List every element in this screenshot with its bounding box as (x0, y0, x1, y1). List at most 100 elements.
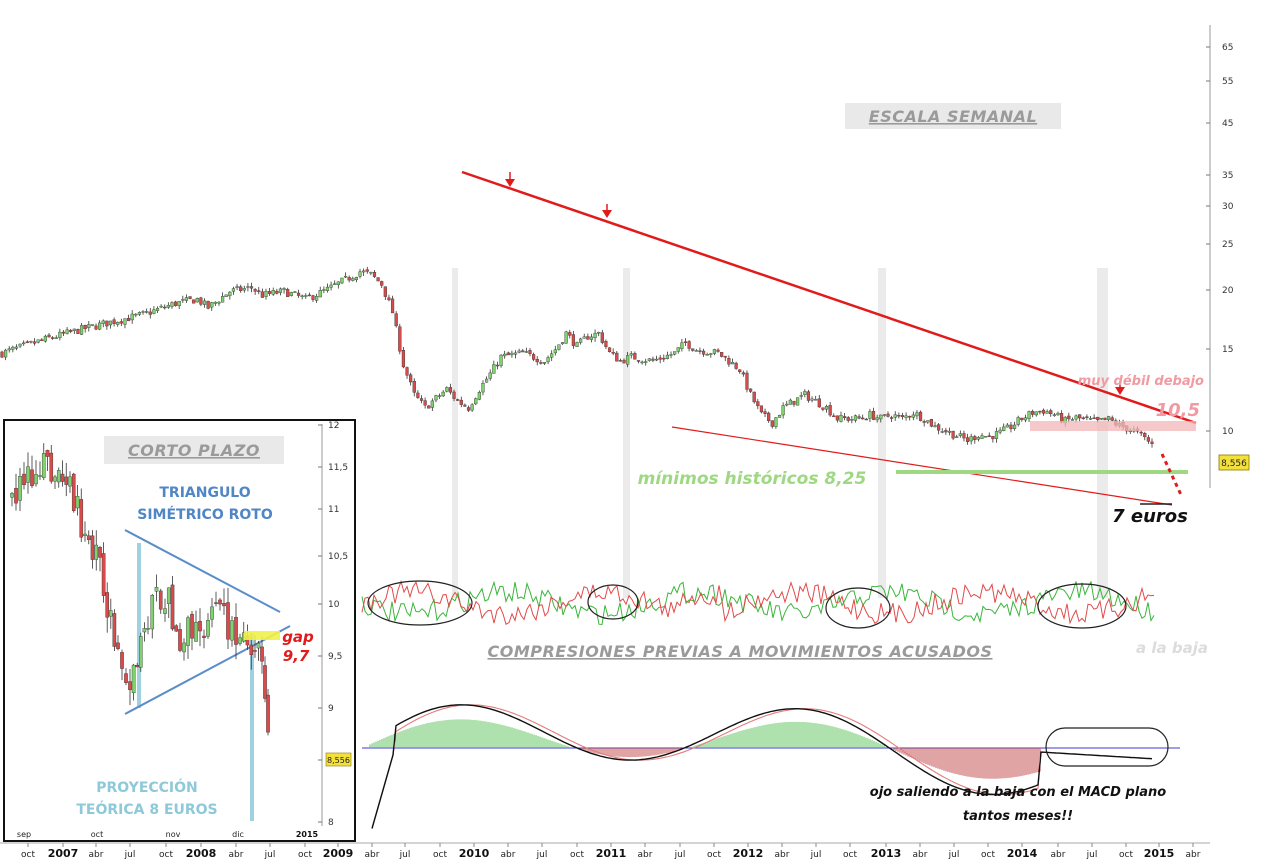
candle-body (644, 361, 648, 363)
candle-body (488, 372, 492, 379)
inset-candle-body (218, 599, 222, 605)
gap-value-label: 9,7 (283, 647, 310, 665)
candle-body (937, 424, 941, 431)
inset-candle-body (30, 469, 34, 486)
candle-body (474, 398, 478, 405)
candle-body (795, 397, 800, 406)
inset-candle-body (53, 476, 57, 482)
candle-body (286, 289, 290, 297)
inset-candle-body (210, 606, 214, 620)
candle-body (369, 271, 373, 274)
inset-x-tick-label: sep (17, 830, 31, 839)
candle-body (351, 278, 355, 281)
candle-body (513, 352, 518, 355)
candle-body (835, 415, 839, 421)
candle-body (528, 350, 532, 354)
inset-blue-band (250, 633, 254, 821)
x-tick-label: abr (1186, 850, 1201, 860)
inset-candle-body (198, 621, 202, 632)
candle-body (542, 362, 547, 364)
candle-body (293, 291, 297, 293)
y-axis-ticks: 65 55 45 35 30 25 20 15 10 (1206, 43, 1234, 437)
inset-candle-body (260, 646, 264, 662)
candle-body (991, 436, 995, 440)
inset-candle-body (64, 476, 69, 485)
candle-body (173, 301, 178, 306)
x-tick-label: 2013 (871, 847, 902, 860)
candle-body (984, 436, 988, 438)
x-tick-label: abr (501, 850, 516, 860)
candle-body (687, 341, 691, 349)
candle-body (582, 336, 586, 339)
candle-body (79, 325, 84, 335)
compression-ellipse (587, 584, 639, 620)
candle-body (390, 298, 395, 314)
inset-candle-body (190, 613, 194, 639)
candle-body (1041, 409, 1046, 414)
inset-y-tick-label: 12 (328, 421, 339, 431)
compression-band (452, 268, 458, 598)
candle-body (1020, 417, 1024, 420)
candle-body (441, 391, 445, 397)
candle-body (861, 417, 865, 420)
candle-body (260, 291, 264, 298)
candle-body (918, 411, 923, 421)
inset-candle-body (234, 617, 238, 645)
candle-body (249, 286, 254, 289)
candle-body (890, 417, 894, 419)
candle-body (195, 298, 199, 303)
candle-body (962, 433, 966, 439)
candle-body (134, 313, 138, 316)
inset-candle-body (138, 636, 143, 668)
inset-candle-body (170, 584, 175, 630)
down-arrow-icon (602, 204, 612, 218)
candle-body (560, 342, 565, 345)
inset-candle-body (105, 592, 109, 618)
inset-x-tick-label: 2015 (296, 830, 319, 839)
candle-body (640, 361, 644, 364)
candle-body (54, 337, 58, 339)
chart-title: ESCALA SEMANAL (869, 107, 1037, 126)
candle-body (235, 286, 239, 288)
candle-body (123, 318, 127, 325)
y-tick-label: 25 (1222, 240, 1233, 250)
candle-body (1146, 437, 1150, 442)
candle-body (1088, 418, 1093, 420)
candle-body (665, 354, 670, 359)
x-tick-label: jul (264, 850, 276, 860)
candle-body (752, 391, 756, 403)
candle-body (152, 309, 156, 314)
candle-body (767, 412, 771, 421)
inset-candle-body (163, 608, 167, 614)
candle-body (76, 328, 80, 334)
candle-body (90, 324, 95, 326)
candle-body (832, 415, 836, 418)
inset-candle-body (249, 644, 254, 655)
inset-candle-body (226, 602, 230, 640)
candle-body (897, 414, 901, 417)
candle-body (452, 391, 456, 399)
candle-body (987, 435, 991, 437)
candle-body (40, 339, 44, 341)
inset-candle-body (158, 590, 163, 610)
x-tick-label: abr (89, 850, 104, 860)
candle-body (853, 415, 858, 421)
macd-signal-line (371, 704, 1153, 829)
candle-body (105, 320, 109, 327)
candle-body (557, 344, 561, 350)
macd-note-line-2: tantos meses!! (963, 809, 1073, 824)
candle-body (691, 348, 695, 351)
candle-body (846, 417, 850, 421)
candle-body (633, 353, 637, 360)
candle-body (738, 369, 742, 372)
candle-body (398, 326, 402, 352)
candle-body (1143, 432, 1147, 438)
x-tick-label: 2007 (48, 847, 79, 860)
candle-body (803, 391, 807, 395)
candle-body (1110, 417, 1114, 421)
x-tick-label: abr (229, 850, 244, 860)
candle-body (1012, 424, 1017, 429)
candle-body (817, 398, 821, 408)
candle-body (510, 352, 514, 356)
x-tick-label: abr (365, 850, 380, 860)
